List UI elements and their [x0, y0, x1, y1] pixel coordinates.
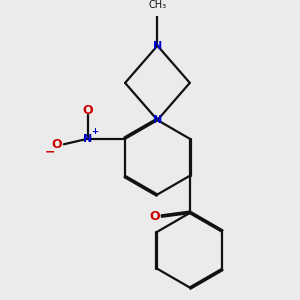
Text: −: −	[45, 145, 55, 158]
Text: O: O	[83, 103, 93, 116]
Text: N: N	[83, 134, 93, 144]
Text: N: N	[153, 41, 162, 51]
Text: O: O	[150, 210, 160, 223]
Text: CH₃: CH₃	[148, 0, 166, 11]
Text: O: O	[52, 138, 62, 151]
Text: N: N	[153, 115, 162, 125]
Text: +: +	[91, 128, 98, 136]
